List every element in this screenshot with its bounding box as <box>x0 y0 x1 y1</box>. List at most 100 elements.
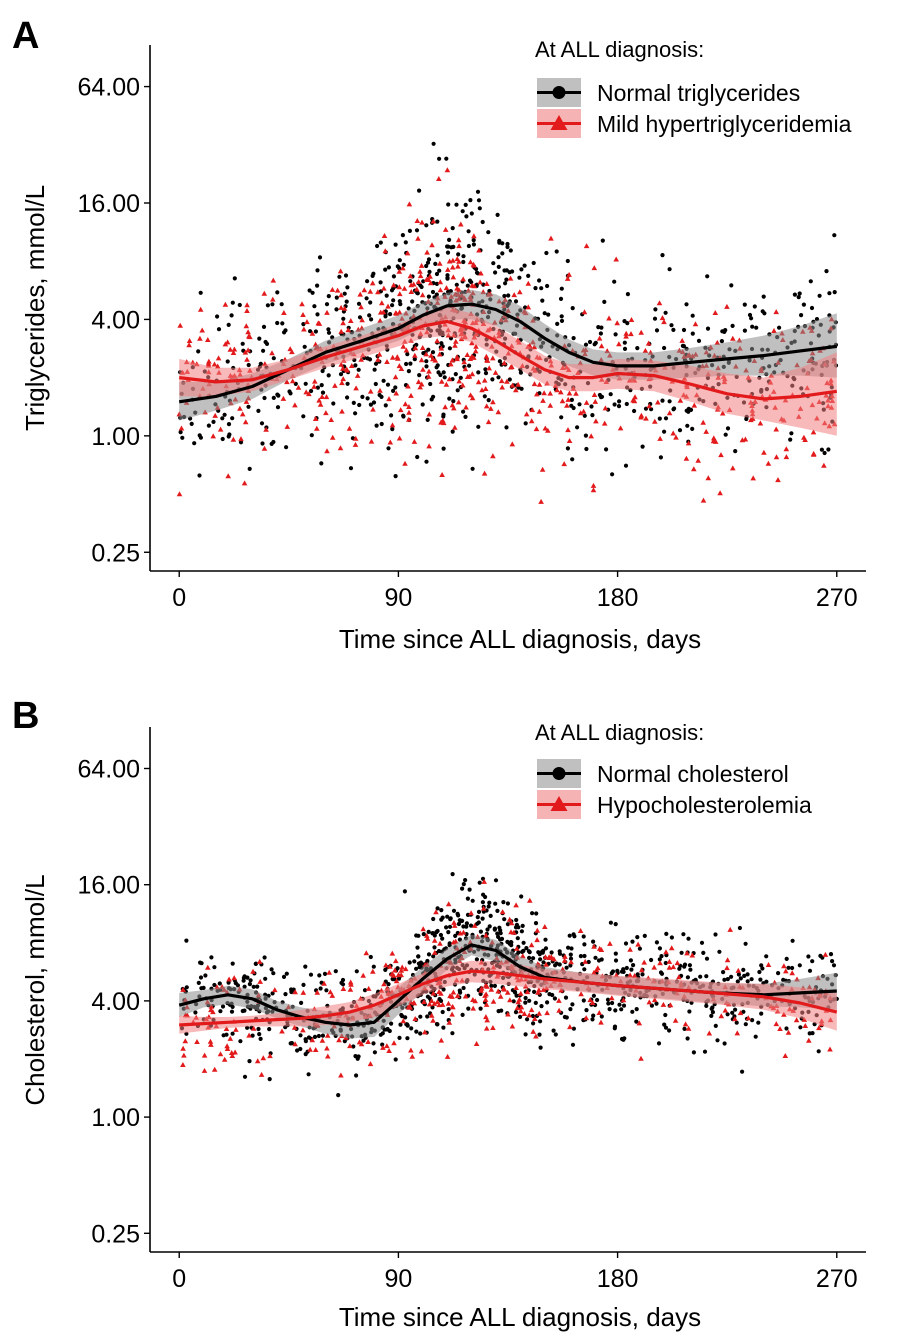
data-point <box>386 265 391 270</box>
data-point <box>676 974 682 980</box>
data-point <box>591 993 597 998</box>
data-point <box>353 1054 358 1059</box>
data-point <box>674 960 681 966</box>
data-point <box>507 377 512 382</box>
data-point <box>408 289 415 294</box>
data-point <box>765 962 772 967</box>
data-point <box>490 399 496 405</box>
data-point <box>577 402 582 407</box>
data-point <box>532 989 537 995</box>
data-point <box>526 949 532 954</box>
data-point <box>439 908 444 913</box>
data-point <box>827 1046 833 1052</box>
data-point <box>654 940 660 945</box>
data-point <box>607 940 613 946</box>
data-point <box>314 425 320 431</box>
data-point <box>476 247 482 253</box>
data-point <box>247 1059 252 1064</box>
data-point <box>299 1000 304 1006</box>
data-point <box>301 322 306 327</box>
data-point <box>490 1025 496 1030</box>
data-point <box>418 962 423 967</box>
data-point <box>384 359 390 364</box>
y-tick-label: 64.00 <box>77 755 140 783</box>
data-point <box>295 1048 300 1053</box>
data-point <box>685 1025 692 1031</box>
data-point <box>434 292 439 297</box>
data-point <box>442 404 448 410</box>
data-point <box>449 264 456 270</box>
data-point <box>514 993 519 998</box>
data-point <box>393 958 399 964</box>
data-point <box>324 309 330 315</box>
data-point <box>515 999 521 1005</box>
data-point <box>566 945 571 950</box>
data-point <box>709 1013 714 1019</box>
data-point <box>598 947 605 952</box>
data-point <box>381 233 388 238</box>
data-point <box>205 360 212 366</box>
data-point <box>400 265 406 271</box>
data-point <box>340 986 347 991</box>
data-point <box>566 438 573 443</box>
data-point <box>631 963 636 968</box>
data-point <box>724 965 730 971</box>
data-point <box>521 1011 528 1016</box>
data-point <box>345 381 350 386</box>
data-point <box>230 300 235 305</box>
data-point <box>243 323 250 329</box>
data-point <box>481 470 488 476</box>
data-point <box>338 328 344 334</box>
data-point <box>242 1074 248 1079</box>
data-point <box>303 964 308 969</box>
data-point <box>455 237 462 243</box>
data-point <box>571 336 576 341</box>
x-tick-label: 90 <box>385 1265 413 1293</box>
data-point <box>455 399 462 405</box>
data-point <box>556 997 562 1003</box>
data-point <box>819 447 825 452</box>
data-point <box>367 1061 374 1067</box>
data-point <box>810 451 817 457</box>
data-point <box>464 214 469 219</box>
data-point <box>596 325 601 330</box>
data-point <box>370 406 376 412</box>
data-point <box>712 310 719 315</box>
x-tick-label: 270 <box>816 584 858 612</box>
data-point <box>383 403 388 408</box>
data-point <box>339 980 344 986</box>
data-point <box>583 399 590 405</box>
data-point <box>412 345 419 351</box>
data-point <box>439 472 445 477</box>
legend-label-hypocholesterolemia: Hypocholesterolemia <box>597 792 812 818</box>
data-point <box>533 921 539 926</box>
data-point <box>590 482 597 488</box>
data-point <box>186 342 192 348</box>
data-point <box>698 974 703 979</box>
data-point <box>496 284 501 289</box>
data-point <box>591 392 598 397</box>
data-point <box>211 419 216 424</box>
data-point <box>415 454 420 460</box>
data-point <box>430 356 436 362</box>
data-point <box>345 395 350 400</box>
data-point <box>484 357 491 363</box>
data-point <box>677 428 683 433</box>
data-point <box>545 283 550 289</box>
data-point <box>247 982 252 987</box>
data-point <box>485 419 492 425</box>
data-point <box>389 1021 394 1026</box>
data-point <box>262 955 267 960</box>
data-point <box>798 1025 803 1030</box>
data-point <box>640 972 645 977</box>
data-point <box>455 263 461 269</box>
data-point <box>177 322 183 328</box>
data-point <box>487 900 492 905</box>
data-point <box>435 253 440 258</box>
data-point <box>617 399 622 404</box>
data-point <box>646 999 653 1005</box>
data-point <box>443 381 450 387</box>
data-point <box>593 418 599 424</box>
data-point <box>466 229 471 234</box>
data-point <box>428 381 433 387</box>
